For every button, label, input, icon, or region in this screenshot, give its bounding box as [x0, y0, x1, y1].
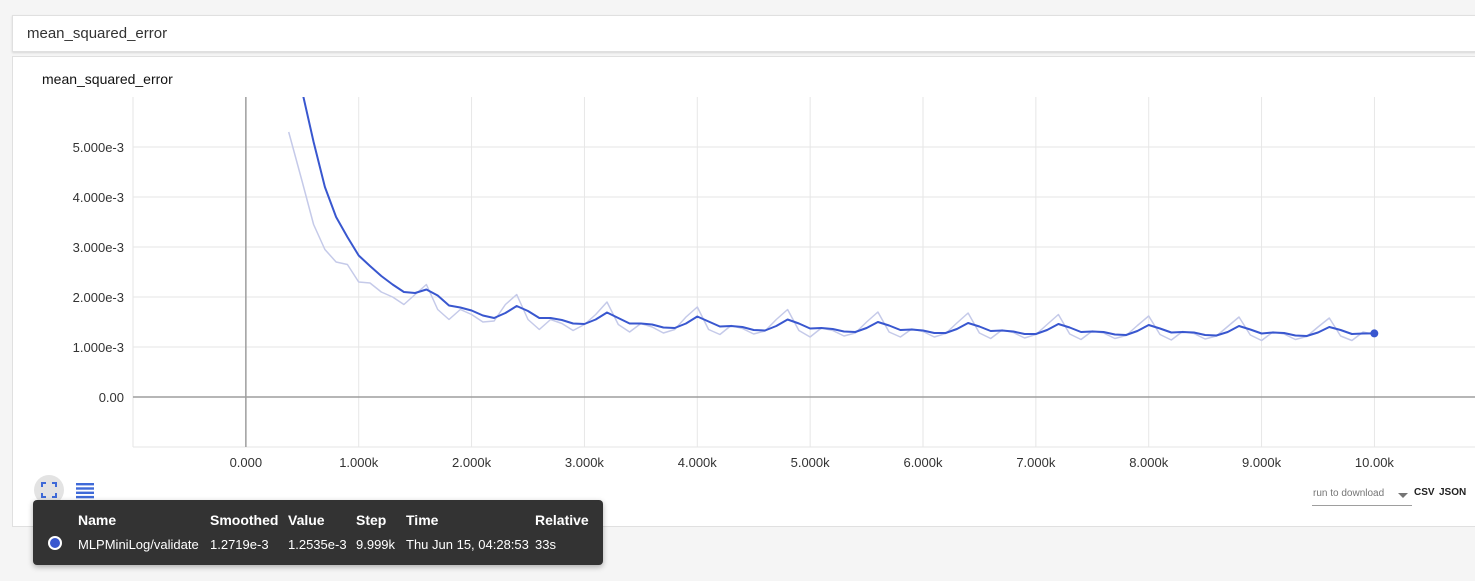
tooltip-header-value: Value [288, 512, 325, 528]
x-tick-label: 3.000k [565, 455, 605, 470]
download-run-select[interactable]: run to download [1312, 485, 1412, 506]
tooltip-header-name: Name [78, 512, 117, 528]
y-tick-label: 3.000e-3 [73, 240, 124, 255]
tooltip-value: 1.2535e-3 [288, 537, 347, 552]
x-tick-label: 9.000k [1242, 455, 1282, 470]
card-header[interactable]: mean_squared_error [12, 15, 1475, 52]
x-tick-label: 5.000k [791, 455, 831, 470]
grid-layer [132, 97, 1475, 448]
chart-title: mean_squared_error [42, 71, 173, 87]
tooltip-header-time: Time [406, 512, 439, 528]
y-tick-label: 0.00 [99, 390, 124, 405]
card-title: mean_squared_error [27, 25, 168, 42]
x-tick-label: 2.000k [452, 455, 492, 470]
tooltip-header-step: Step [356, 512, 387, 528]
run-color-swatch [48, 536, 62, 550]
series-layer [287, 97, 1375, 342]
tooltip-step: 9.999k [356, 537, 396, 552]
json-download-button[interactable]: JSON [1439, 487, 1467, 498]
tooltip-run-name: MLPMiniLog/validate [78, 537, 199, 552]
list-icon[interactable] [70, 475, 100, 505]
y-tick-label: 5.000e-3 [73, 140, 124, 155]
x-tick-label: 1.000k [339, 455, 379, 470]
chart-tooltip: Name Smoothed Value Step Time Relative M… [33, 500, 603, 565]
tooltip-header-relative: Relative [535, 512, 589, 528]
x-tick-label: 8.000k [1129, 455, 1169, 470]
chevron-down-icon [1398, 493, 1408, 498]
y-tick-label: 1.000e-3 [73, 340, 124, 355]
x-tick-label: 7.000k [1016, 455, 1056, 470]
hover-point [1370, 329, 1379, 338]
x-tick-label: 10.00k [1355, 455, 1395, 470]
x-tick-label: 6.000k [903, 455, 943, 470]
download-placeholder: run to download [1313, 488, 1385, 499]
x-tick-label: 4.000k [678, 455, 718, 470]
csv-download-button[interactable]: CSV [1414, 487, 1435, 498]
smoothed-series-line [302, 97, 1375, 337]
line-chart[interactable]: 0.000 1.000k 2.000k 3.000k 4.000k 5.000k 6.000… [13, 57, 1475, 526]
raw-series-line [287, 131, 1375, 342]
tick-labels: 0.000 1.000k 2.000k 3.000k 4.000k 5.000k 6.000… [73, 140, 1395, 470]
tooltip-time: Thu Jun 15, 04:28:53 [406, 537, 529, 552]
chart-card: mean_squared_error 0.000 1.000k 2.000k 3.00… [12, 56, 1475, 527]
y-tick-label: 2.000e-3 [73, 290, 124, 305]
y-tick-label: 4.000e-3 [73, 190, 124, 205]
tooltip-header-smoothed: Smoothed [210, 512, 279, 528]
x-tick-label: 0.000 [230, 455, 263, 470]
axis-layer [133, 97, 1475, 447]
tooltip-smoothed-value: 1.2719e-3 [210, 537, 269, 552]
tooltip-relative: 33s [535, 537, 556, 552]
